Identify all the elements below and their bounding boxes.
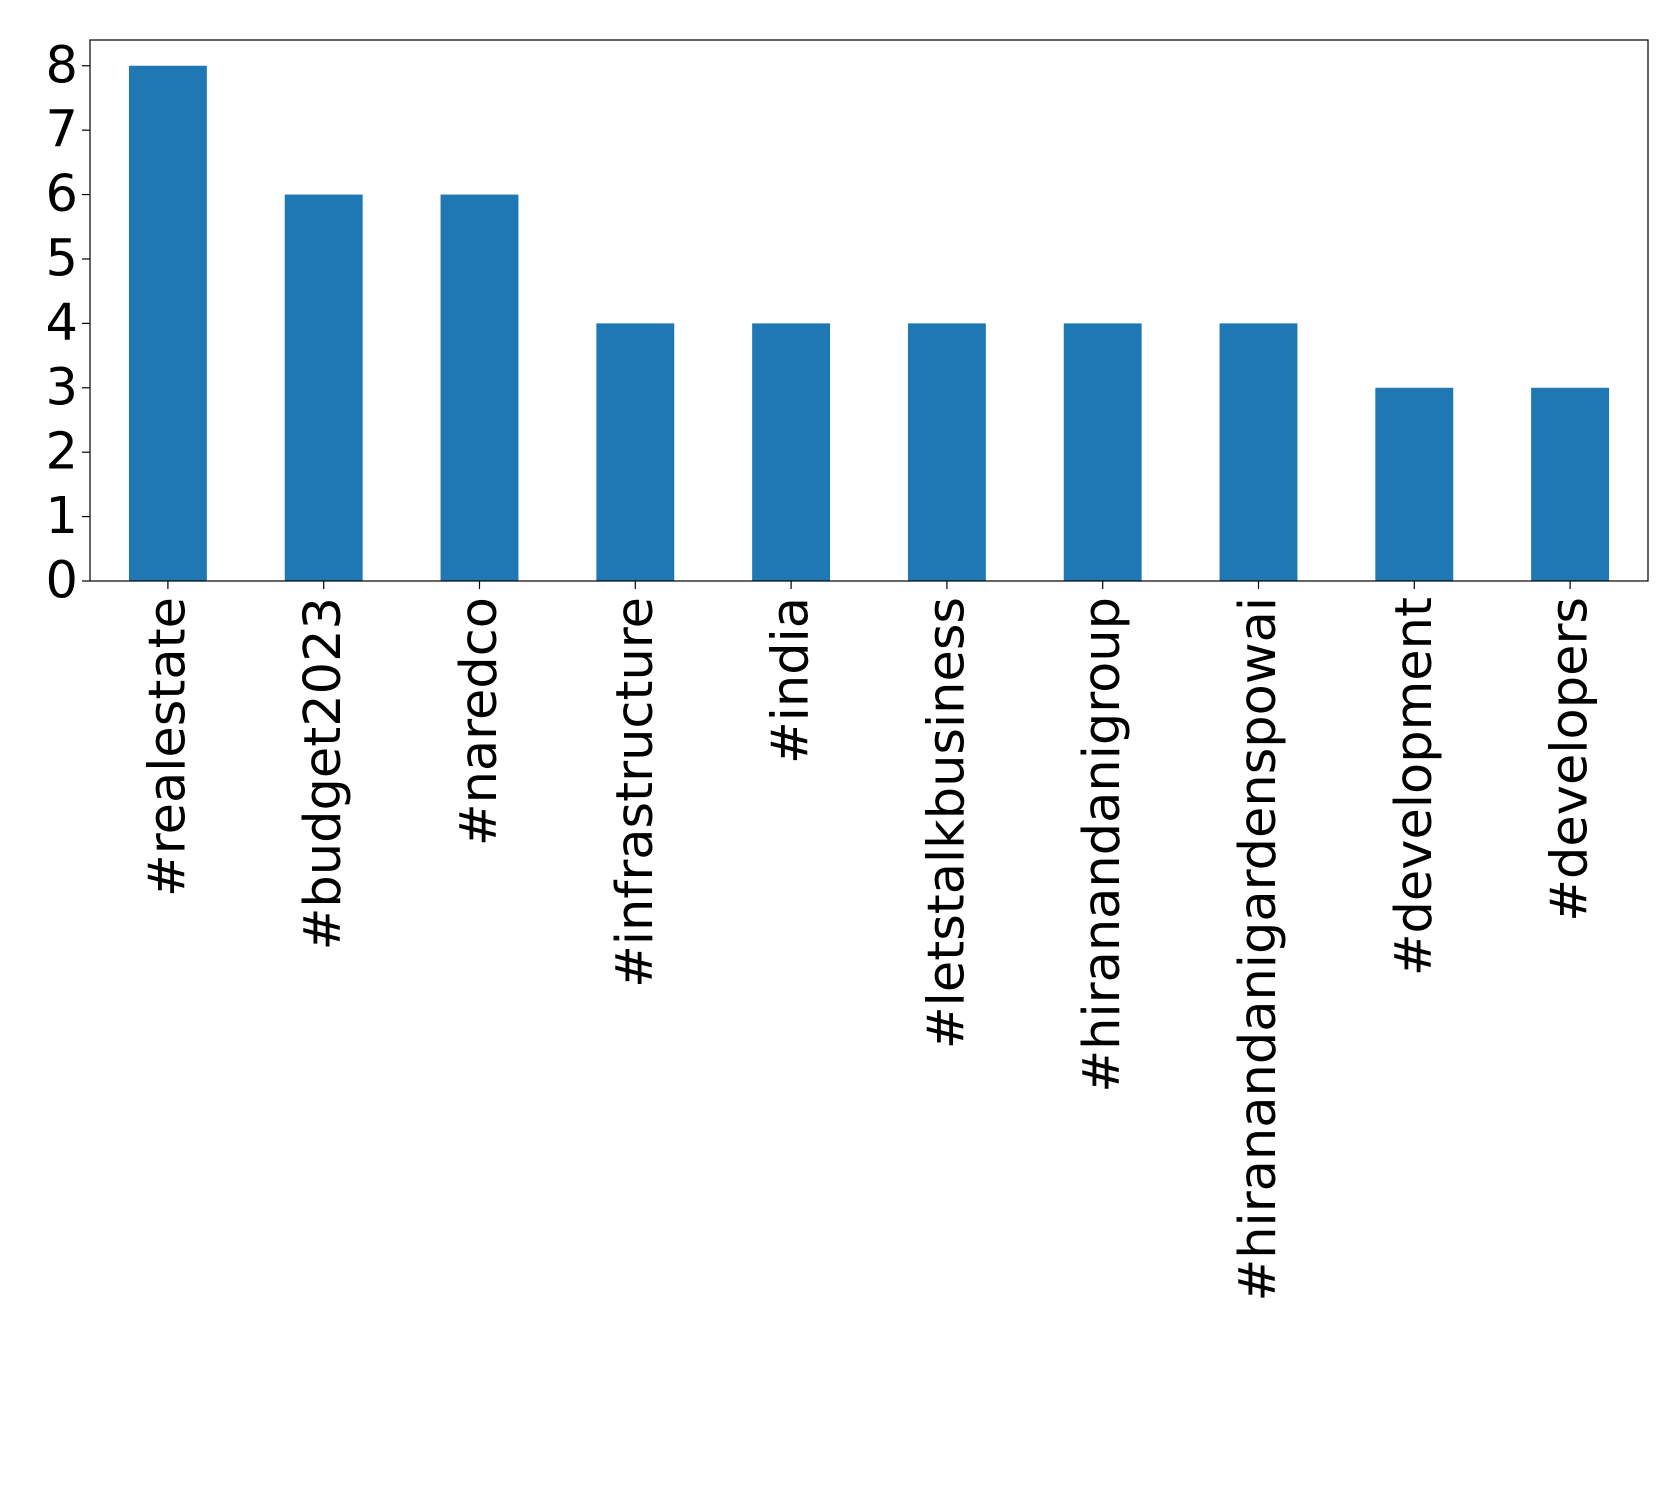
x-tick-label: #developers (1541, 597, 1600, 922)
y-tick-label: 3 (46, 358, 78, 417)
y-tick-label: 4 (46, 294, 78, 353)
x-tick-label: #naredco (450, 597, 509, 846)
x-tick-label: #realestate (138, 597, 197, 897)
bar (128, 65, 207, 581)
y-tick-label: 1 (46, 487, 78, 546)
x-tick-label: #letstalkbusiness (917, 597, 976, 1049)
bar (440, 194, 519, 582)
plot-frame (89, 39, 1649, 582)
bar (752, 323, 831, 581)
bar (907, 323, 986, 581)
x-tick-label: #budget2023 (294, 597, 353, 950)
y-tick-label: 7 (46, 101, 78, 160)
x-tick-label: #infrastructure (606, 597, 665, 988)
bar (1063, 323, 1142, 581)
bar (596, 323, 675, 581)
bar (1531, 387, 1610, 581)
y-tick-label: 0 (46, 552, 78, 611)
x-tick-label: #hiranandanigardenspowai (1229, 597, 1288, 1302)
x-tick-label: #development (1385, 597, 1444, 976)
y-tick-label: 8 (46, 36, 78, 95)
y-tick-label: 5 (46, 229, 78, 288)
y-tick-label: 2 (46, 423, 78, 482)
x-tick-label: #hiranandanigroup (1073, 597, 1132, 1093)
bar (1219, 323, 1298, 581)
bar (1375, 387, 1454, 581)
y-tick-label: 6 (46, 165, 78, 224)
x-tick-label: #india (762, 597, 821, 764)
bar (284, 194, 363, 582)
